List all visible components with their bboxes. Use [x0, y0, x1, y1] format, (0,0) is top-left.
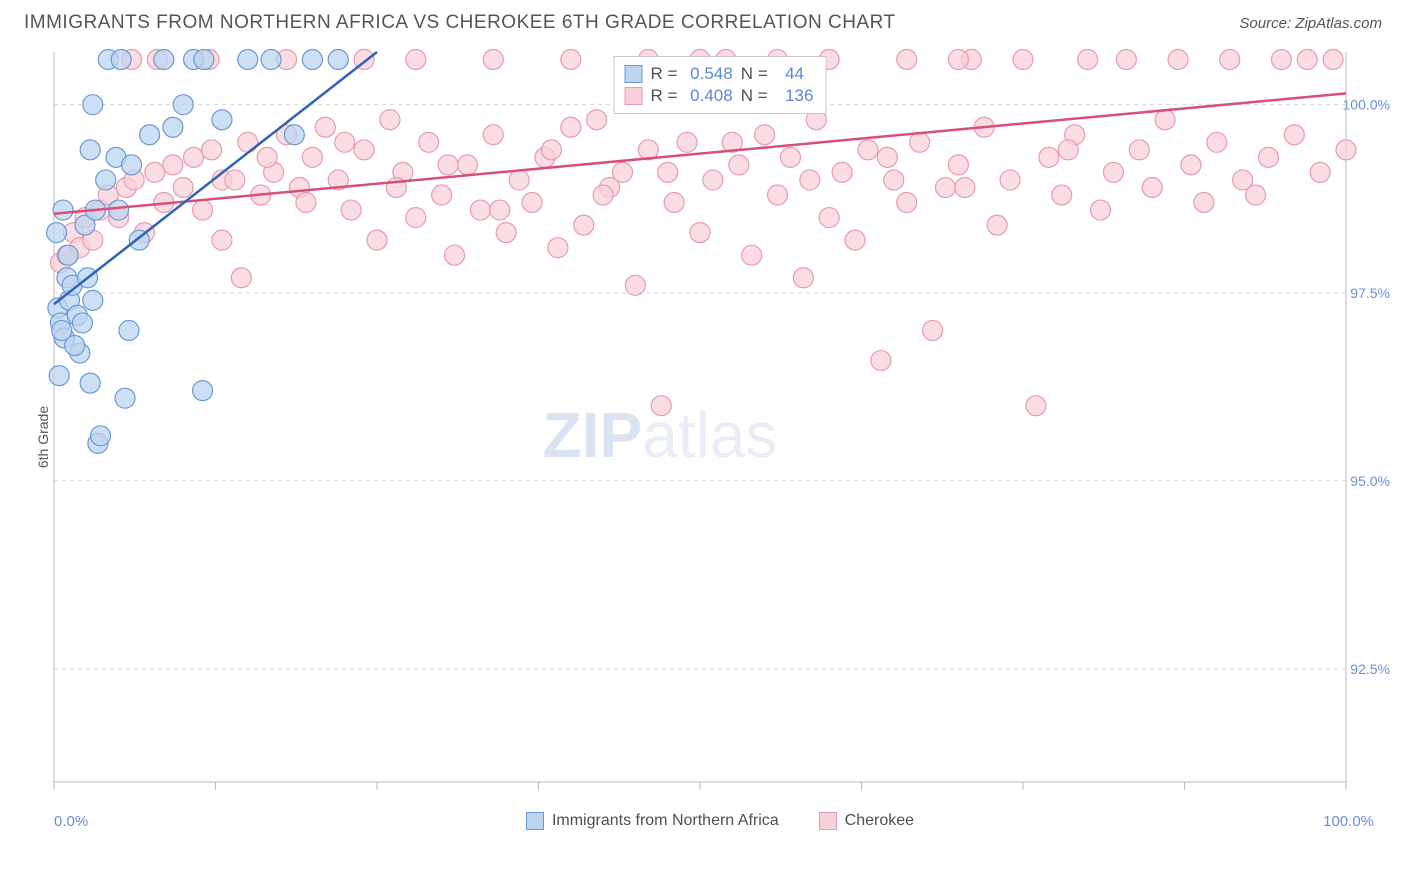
chart-title: IMMIGRANTS FROM NORTHERN AFRICA VS CHERO…: [24, 12, 896, 34]
y-axis-label: 6th Grade: [35, 406, 51, 468]
legend-swatch: [625, 87, 643, 105]
svg-text:97.5%: 97.5%: [1350, 285, 1390, 301]
series-legend-item: Immigrants from Northern Africa: [526, 812, 779, 830]
x-axis-max-label: 100.0%: [1323, 813, 1374, 830]
svg-text:92.5%: 92.5%: [1350, 661, 1390, 677]
scatter-plot: 92.5%95.0%97.5%100.0%ZIPatlas: [46, 42, 1394, 832]
series-legend-item: Cherokee: [819, 812, 914, 830]
legend-swatch: [819, 812, 837, 830]
x-axis-min-label: 0.0%: [54, 813, 88, 830]
source-name: ZipAtlas.com: [1295, 15, 1382, 32]
stats-legend: R = 0.548 N = 44 R = 0.408 N = 136: [614, 56, 827, 114]
stats-legend-row: R = 0.408 N = 136: [625, 85, 814, 107]
chart-header: IMMIGRANTS FROM NORTHERN AFRICA VS CHERO…: [0, 0, 1406, 42]
source-attribution: Source: ZipAtlas.com: [1239, 15, 1382, 32]
series-legend-label: Cherokee: [845, 812, 914, 830]
legend-swatch: [526, 812, 544, 830]
svg-text:95.0%: 95.0%: [1350, 473, 1390, 489]
legend-swatch: [625, 65, 643, 83]
stats-legend-row: R = 0.548 N = 44: [625, 63, 814, 85]
svg-text:100.0%: 100.0%: [1343, 97, 1390, 113]
series-legend-label: Immigrants from Northern Africa: [552, 812, 779, 830]
source-label: Source:: [1239, 15, 1295, 32]
series-legend: Immigrants from Northern Africa Cherokee: [46, 812, 1394, 830]
chart-container: 6th Grade 92.5%95.0%97.5%100.0%ZIPatlas …: [46, 42, 1394, 832]
